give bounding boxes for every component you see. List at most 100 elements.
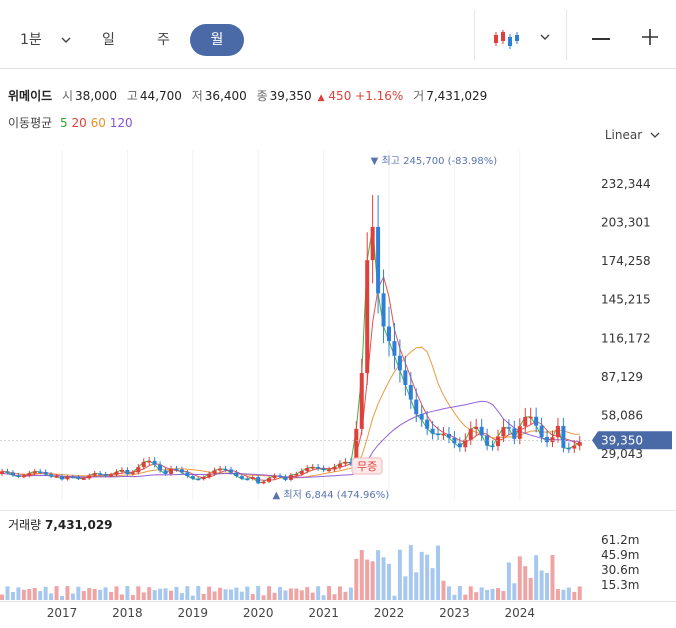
candle	[261, 480, 266, 485]
candle	[21, 473, 26, 479]
candle	[321, 465, 326, 473]
volume-bar	[10, 592, 15, 600]
candle	[212, 467, 217, 476]
candle	[272, 473, 277, 480]
candle	[119, 467, 124, 474]
volume-bar	[397, 549, 402, 600]
volume-bar	[436, 545, 441, 600]
tab-week[interactable]: 주	[157, 32, 170, 48]
volume-bar	[479, 587, 484, 600]
candle	[337, 460, 342, 470]
scale-select[interactable]: Linear	[605, 128, 660, 142]
open-value: 38,000	[75, 89, 118, 103]
chart-type-select[interactable]	[493, 28, 550, 54]
moving-average-line	[1, 275, 581, 481]
open-label: 시	[62, 89, 74, 103]
ma-label: 이동평균	[8, 116, 53, 130]
event-marker[interactable]: 무증	[351, 457, 383, 475]
chevron-down-icon	[650, 132, 660, 138]
price-chart[interactable]: 232,344 203,301 174,258 145,215 116,172 87,12…	[0, 0, 676, 510]
candle	[256, 475, 261, 485]
volume-bar	[169, 590, 173, 600]
volume-bar	[376, 550, 381, 600]
volume-bar	[419, 551, 424, 600]
candle	[463, 433, 468, 452]
candle	[452, 431, 457, 449]
volume-bar	[288, 588, 293, 600]
candle	[81, 476, 86, 481]
candle	[49, 472, 54, 479]
volume-bar	[283, 590, 288, 600]
candle	[528, 407, 533, 425]
candle	[359, 358, 364, 436]
volume-bar	[457, 586, 462, 600]
volume-bar	[21, 589, 26, 600]
candle	[169, 465, 173, 476]
candle	[228, 466, 233, 475]
interval-select[interactable]: 1분	[20, 24, 72, 56]
volume-bar	[523, 566, 528, 600]
tab-day[interactable]: 일	[102, 32, 115, 48]
candle	[239, 474, 244, 481]
volume-bar	[561, 589, 566, 600]
tab-month[interactable]: 월	[190, 24, 244, 56]
candle	[506, 419, 511, 435]
candle	[365, 232, 370, 385]
volume-bar	[70, 593, 75, 600]
candle	[370, 195, 375, 284]
volume-bar	[452, 594, 457, 600]
candle	[234, 470, 239, 478]
candle	[305, 465, 310, 474]
plus-icon	[642, 29, 658, 45]
volume-bar	[158, 588, 163, 600]
volume-bar	[81, 591, 86, 600]
volume-bar	[32, 588, 37, 600]
volume-bar	[250, 594, 255, 600]
volume-bar	[468, 586, 473, 600]
candle	[327, 466, 332, 473]
volume-bar	[103, 587, 108, 600]
candle	[10, 470, 15, 477]
x-tick-label: 2024	[505, 606, 536, 620]
y-tick-label: 116,172	[601, 331, 651, 345]
moving-average-legend: 이동평균 5 20 60 120	[8, 114, 133, 131]
candle	[523, 407, 528, 433]
candle	[343, 458, 348, 467]
candle	[468, 421, 473, 446]
zoom-in-button[interactable]	[641, 28, 659, 50]
ma-5: 5	[60, 116, 68, 130]
volume-bar	[354, 558, 359, 600]
candle	[539, 417, 544, 443]
volume-bar	[294, 588, 299, 600]
candle	[87, 473, 92, 480]
volume-bar	[332, 594, 337, 600]
volume-bar	[506, 562, 511, 600]
candle	[414, 388, 419, 423]
volume-bar	[359, 550, 364, 600]
candle	[125, 467, 130, 476]
volume-bar	[534, 555, 539, 600]
candle	[92, 471, 97, 478]
volume-bar	[141, 592, 146, 600]
volume-bar	[119, 594, 124, 600]
candle	[54, 474, 59, 479]
interval-label: 1분	[20, 32, 42, 48]
candle	[32, 468, 37, 476]
candle	[109, 472, 114, 478]
volume-bar	[185, 586, 190, 600]
volume-bar	[327, 586, 332, 600]
volume-bar	[174, 586, 179, 600]
candle	[174, 465, 179, 472]
candle	[136, 464, 141, 475]
candle	[436, 426, 441, 440]
high-value: 44,700	[139, 89, 182, 103]
candle	[152, 457, 157, 468]
zoom-out-button[interactable]	[592, 38, 610, 40]
volume-title: 거래량 7,431,029	[8, 516, 113, 533]
volume-bar	[496, 588, 500, 600]
candle	[534, 407, 539, 433]
candle	[0, 468, 5, 476]
candlestick-icon	[494, 30, 519, 49]
volume-bar	[299, 590, 304, 600]
